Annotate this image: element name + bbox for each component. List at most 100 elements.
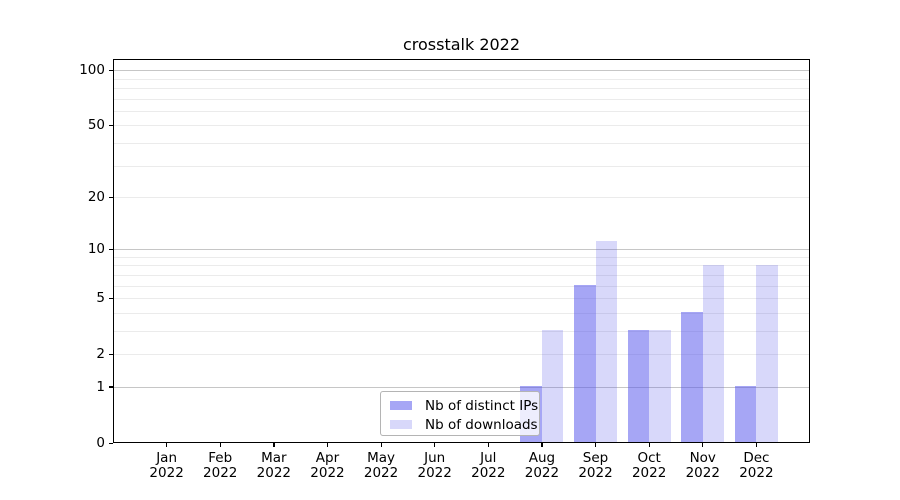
x-tick-label-line: Feb [208, 450, 233, 466]
y-tick-mark-100 [109, 69, 113, 71]
x-tick-label-may: May 2022 [339, 451, 423, 481]
x-tick-mark-aug [541, 443, 543, 447]
x-tick-mark-may [380, 443, 382, 447]
legend-item-distinct-ips: Nb of distinct IPs [381, 396, 539, 415]
y-tick-mark-0 [109, 442, 113, 444]
x-tick-label-line: 2022 [149, 465, 184, 481]
x-tick-label-line: 2022 [363, 465, 399, 481]
x-tick-label-line: May [367, 450, 396, 466]
x-tick-label-apr: Apr 2022 [285, 451, 369, 481]
gridline-y-1 [114, 386, 809, 388]
gridline-y-3 [114, 330, 809, 332]
bar-distinct-ips-dec [734, 386, 757, 442]
x-tick-label-line: 2022 [310, 465, 345, 481]
x-tick-label-line: 2022 [417, 465, 452, 481]
gridline-y-70 [114, 98, 809, 100]
gridline-y-4 [114, 312, 809, 314]
x-tick-label-jun: Jun 2022 [393, 451, 477, 481]
x-tick-mark-jul [487, 443, 489, 447]
gridline-y-8 [114, 265, 809, 267]
bar-distinct-ips-sep [574, 284, 596, 442]
gridline-y-50 [114, 125, 809, 127]
x-tick-mark-dec [755, 443, 758, 447]
x-tick-mark-nov [702, 443, 704, 447]
y-tick-label-20: 20 [87, 189, 105, 205]
gridline-y-90 [114, 78, 809, 80]
bar-downloads-aug [541, 330, 564, 442]
x-tick-label-line: 2022 [256, 465, 292, 481]
y-tick-label-10: 10 [87, 241, 105, 258]
gridline-y-5 [114, 298, 809, 300]
legend-swatch-downloads [390, 420, 412, 429]
x-tick-label-aug: Aug 2022 [500, 451, 584, 481]
y-tick-label-5: 5 [96, 290, 105, 307]
bar-distinct-ips-nov [681, 312, 703, 442]
x-tick-mark-jan [166, 443, 168, 447]
legend-swatch-distinct-ips [390, 401, 412, 410]
x-tick-label-line: Jan [156, 450, 178, 466]
y-tick-mark-2 [109, 353, 113, 355]
x-tick-label-line: Apr [315, 450, 340, 466]
gridline-y-6 [114, 285, 809, 287]
gridline-y-60 [114, 110, 809, 112]
y-tick-mark-5 [109, 297, 113, 299]
plot-area: Nb of distinct IPs Nb of downloads [113, 59, 810, 443]
gridline-y-20 [114, 197, 809, 198]
gridline-y-9 [114, 256, 809, 258]
gridline-y-80 [114, 87, 809, 89]
x-tick-mark-apr [326, 443, 329, 447]
x-tick-mark-mar [273, 443, 275, 447]
x-tick-label-line: Mar [261, 450, 287, 466]
x-tick-label-jul: Jul 2022 [446, 451, 530, 481]
x-tick-label-line: Jul [480, 450, 497, 466]
x-tick-label-dec: Dec 2022 [714, 451, 798, 481]
x-tick-label-line: Aug [528, 450, 556, 466]
y-tick-label-100: 100 [79, 62, 105, 79]
x-tick-label-sep: Sep 2022 [554, 451, 638, 481]
legend: Nb of distinct IPs Nb of downloads [380, 391, 540, 436]
bar-downloads-oct [649, 330, 671, 442]
legend-item-downloads: Nb of downloads [381, 415, 539, 434]
gridline-y-7 [114, 274, 809, 276]
x-tick-label-line: Oct [637, 450, 661, 466]
x-tick-label-line: 2022 [471, 465, 506, 481]
x-tick-mark-jun [434, 443, 436, 447]
chart-title: crosstalk 2022 [402, 35, 521, 54]
x-tick-mark-sep [595, 443, 597, 447]
bar-downloads-dec [756, 264, 778, 442]
legend-label-downloads: Nb of downloads [425, 416, 538, 433]
x-tick-label-line: Sep [582, 450, 609, 466]
y-tick-mark-10 [109, 248, 113, 250]
x-tick-label-line: 2022 [631, 465, 667, 481]
x-tick-label-line: 2022 [739, 465, 774, 481]
x-tick-mark-oct [648, 443, 650, 447]
x-tick-label-feb: Feb 2022 [178, 451, 262, 481]
x-tick-label-line: 2022 [524, 465, 560, 481]
x-tick-label-line: Nov [689, 450, 716, 466]
gridline-y-100 [114, 70, 809, 72]
bar-downloads-nov [702, 264, 725, 442]
x-tick-label-nov: Nov 2022 [661, 451, 745, 481]
gridline-y-30 [114, 165, 809, 167]
bar-downloads-sep [595, 241, 618, 442]
legend-label-distinct-ips: Nb of distinct IPs [425, 397, 539, 414]
y-tick-label-1: 1 [96, 378, 105, 395]
x-tick-label-line: Jun [424, 450, 446, 466]
x-tick-label-line: Dec [743, 450, 770, 466]
y-tick-mark-20 [109, 196, 113, 198]
x-tick-label-line: 2022 [578, 465, 613, 481]
gridline-y-2 [114, 354, 809, 356]
gridline-y-40 [114, 142, 809, 144]
y-tick-mark-1 [109, 386, 113, 388]
y-tick-label-50: 50 [87, 117, 105, 134]
x-tick-label-oct: Oct 2022 [607, 451, 691, 481]
bar-distinct-ips-oct [627, 330, 650, 442]
x-tick-mark-feb [219, 443, 221, 447]
x-tick-label-mar: Mar 2022 [232, 451, 316, 481]
y-tick-label-2: 2 [96, 346, 105, 363]
x-tick-label-line: 2022 [685, 465, 720, 481]
y-tick-mark-50 [109, 124, 113, 126]
y-tick-label-0: 0 [96, 435, 105, 451]
x-tick-label-line: 2022 [203, 465, 238, 481]
